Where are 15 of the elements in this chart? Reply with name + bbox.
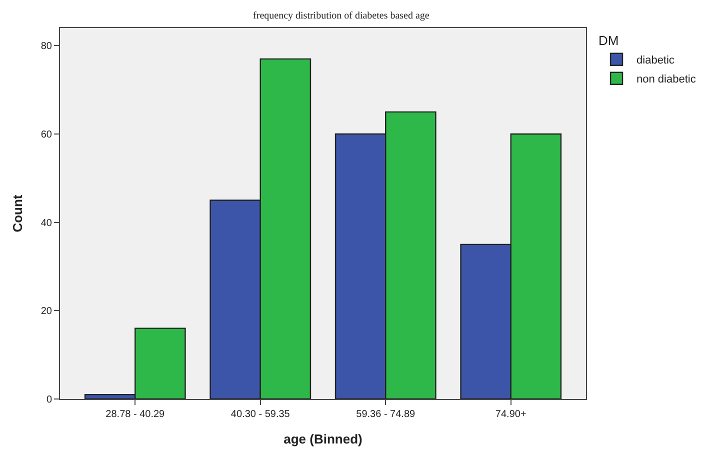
x-tick-label: 59.36 - 74.89 — [356, 409, 416, 420]
x-tick-label: 40.30 - 59.35 — [230, 409, 290, 420]
y-tick-label: 20 — [40, 306, 52, 318]
y-tick-label: 80 — [40, 41, 52, 52]
y-axis-title: Count — [10, 194, 25, 232]
legend-label: non diabetic — [636, 74, 696, 86]
legend-title: DM — [598, 32, 619, 48]
x-tick-label: 74.90+ — [495, 409, 526, 420]
y-tick-label: 60 — [40, 130, 52, 140]
chart-title: frequency distribution of diabetes based age — [253, 10, 430, 22]
y-tick-label: 0 — [46, 394, 52, 406]
x-axis-title: age (Binned) — [284, 432, 362, 447]
y-tick-label: 40 — [40, 218, 52, 229]
x-tick-label: 28.78 - 40.29 — [106, 409, 166, 420]
legend-label: diabetic — [636, 54, 675, 67]
